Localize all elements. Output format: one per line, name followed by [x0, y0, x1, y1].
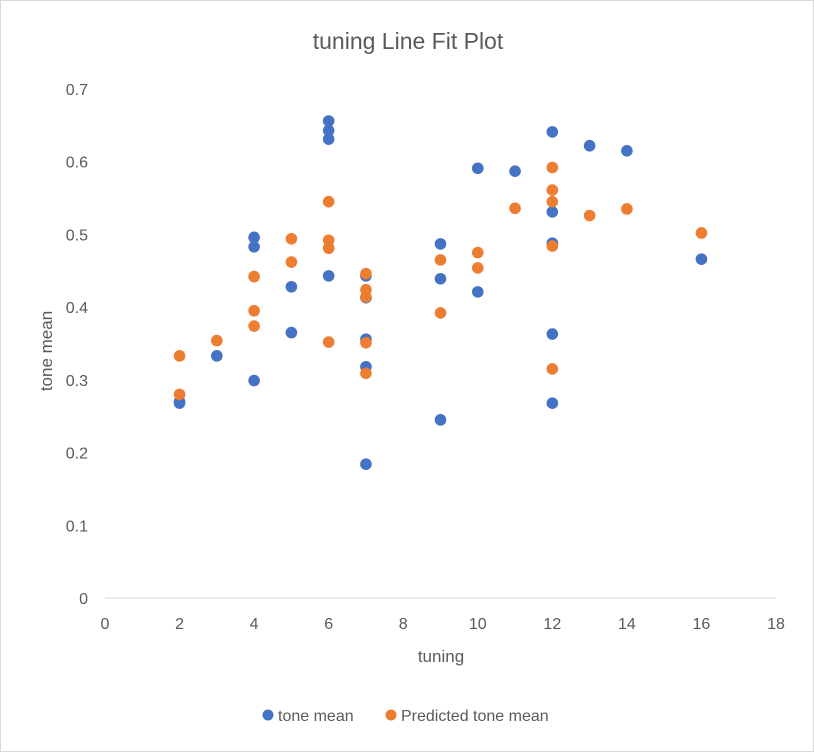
- data-point: [471, 246, 484, 259]
- data-point: [546, 206, 559, 218]
- data-point: [434, 414, 447, 426]
- data-point: [322, 270, 335, 282]
- data-point: [322, 195, 335, 208]
- data-point: [285, 232, 298, 245]
- data-point: [211, 350, 223, 362]
- data-point: [546, 184, 559, 196]
- data-point: [434, 272, 447, 285]
- x-tick-label: 10: [469, 616, 487, 633]
- x-tick-label: 16: [693, 616, 711, 633]
- data-point: [248, 270, 260, 283]
- x-tick-label: 2: [175, 616, 184, 633]
- data-point: [509, 202, 521, 215]
- data-point: [546, 397, 559, 409]
- data-point: [471, 262, 484, 274]
- data-point: [248, 304, 260, 317]
- data-point: [322, 115, 335, 127]
- data-point: [546, 195, 559, 208]
- data-point: [471, 286, 484, 298]
- y-tick-label: 0.2: [66, 446, 88, 463]
- x-tick-label: 18: [767, 616, 785, 633]
- data-point: [546, 363, 559, 375]
- data-point: [360, 336, 372, 349]
- data-point: [434, 307, 447, 319]
- y-tick-label: 0.4: [66, 300, 88, 317]
- data-point: [285, 280, 298, 293]
- x-tick-label: 14: [618, 616, 636, 633]
- data-point: [173, 350, 186, 362]
- y-tick-label: 0.6: [66, 155, 88, 172]
- y-tick-label: 0.3: [66, 373, 88, 390]
- data-point: [285, 256, 298, 268]
- series-tone-mean: [173, 115, 708, 471]
- y-tick-label: 0: [79, 591, 88, 608]
- data-point: [173, 397, 186, 409]
- y-tick-label: 0.1: [66, 518, 88, 535]
- legend-marker: [262, 709, 274, 721]
- chart-title: tuning Line Fit Plot: [313, 28, 504, 54]
- data-point: [434, 238, 447, 250]
- x-axis-title: tuning: [418, 647, 464, 666]
- data-point: [546, 328, 559, 340]
- data-point: [248, 231, 260, 244]
- x-tick-label: 0: [101, 616, 110, 633]
- data-point: [695, 253, 708, 265]
- data-point: [360, 267, 372, 280]
- legend-label: Predicted tone mean: [401, 708, 549, 725]
- data-point: [248, 240, 260, 253]
- data-point: [546, 126, 559, 138]
- legend-marker: [385, 709, 397, 721]
- x-axis-ticks: 0 2 4 6 8 10 12 14 16 18: [101, 616, 785, 633]
- data-point: [583, 209, 596, 222]
- legend: tone mean Predicted tone mean: [262, 708, 549, 725]
- data-point: [471, 162, 484, 175]
- data-point: [509, 165, 521, 177]
- x-tick-label: 4: [250, 616, 259, 633]
- x-tick-label: 12: [543, 616, 561, 633]
- y-axis-title: tone mean: [37, 311, 56, 391]
- data-point: [211, 334, 223, 347]
- data-point: [546, 240, 559, 252]
- data-point: [434, 254, 447, 266]
- data-point: [322, 234, 335, 247]
- data-point: [621, 145, 633, 157]
- data-point: [360, 458, 372, 471]
- data-point: [322, 133, 335, 145]
- x-tick-label: 6: [324, 616, 333, 633]
- data-point: [248, 320, 260, 332]
- y-axis-ticks: 0 0.1 0.2 0.3 0.4 0.5 0.6 0.7: [66, 82, 88, 608]
- data-point: [322, 242, 335, 255]
- data-point: [248, 374, 260, 387]
- data-point: [322, 336, 335, 348]
- data-point: [546, 161, 559, 174]
- data-point: [173, 388, 186, 401]
- data-points: [173, 115, 708, 471]
- data-point: [583, 139, 596, 152]
- data-point: [322, 124, 335, 137]
- data-point: [621, 203, 633, 215]
- data-point: [285, 326, 298, 339]
- x-tick-label: 8: [399, 616, 408, 633]
- y-tick-label: 0.5: [66, 227, 88, 244]
- y-tick-label: 0.7: [66, 82, 88, 99]
- legend-label: tone mean: [278, 708, 354, 725]
- data-point: [360, 291, 372, 303]
- data-point: [360, 367, 372, 380]
- series-predicted-tone-mean: [173, 161, 708, 401]
- data-point: [695, 227, 708, 239]
